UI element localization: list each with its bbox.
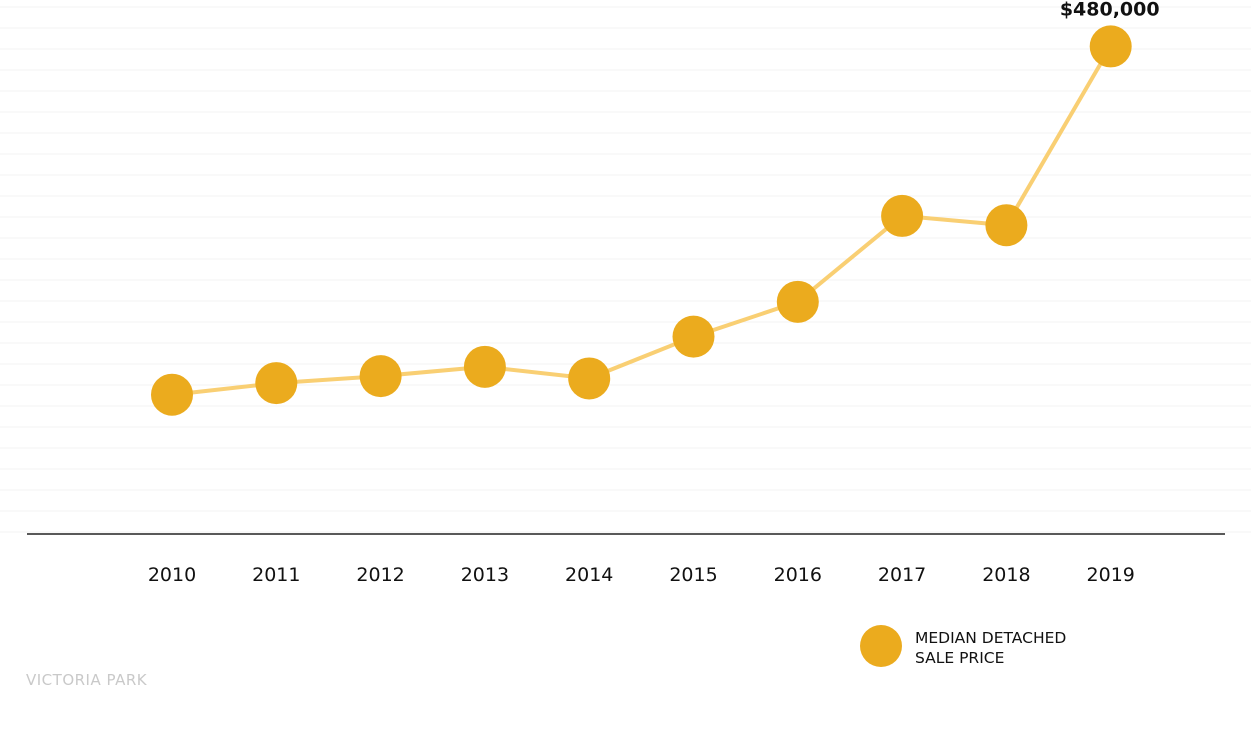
data-point-2016 <box>776 280 819 323</box>
gridlines <box>0 6 1251 533</box>
series-line <box>170 44 1113 397</box>
x-tick-label-2010: 2010 <box>148 564 196 586</box>
legend-label-line-1: MEDIAN DETACHED <box>915 629 1066 647</box>
watermark-label: VICTORIA PARK <box>26 671 148 689</box>
data-point-2010 <box>151 373 193 416</box>
data-point-2014 <box>568 357 611 400</box>
legend-marker <box>860 625 902 667</box>
data-point-2019 <box>1089 25 1132 68</box>
data-point-2013 <box>463 345 506 388</box>
x-tick-label-2018: 2018 <box>982 564 1030 586</box>
data-label-2019: $480,000 <box>1060 0 1160 20</box>
data-point-2017 <box>881 194 924 237</box>
data-points <box>151 25 1132 416</box>
x-tick-label-2016: 2016 <box>774 564 822 586</box>
x-tick-label-2015: 2015 <box>669 564 717 586</box>
x-tick-label-2017: 2017 <box>878 564 926 586</box>
x-tick-label-2019: 2019 <box>1087 564 1135 586</box>
data-point-2011 <box>255 362 298 405</box>
data-point-2015 <box>672 315 715 358</box>
x-tick-labels: 2010 2011 2012 2013 2014 2015 2016 2017 2018 2019 <box>148 564 1135 586</box>
x-tick-label-2012: 2012 <box>356 564 404 586</box>
x-tick-label-2011: 2011 <box>252 564 300 586</box>
legend-label-line-2: SALE PRICE <box>915 649 1004 667</box>
data-point-2012 <box>359 355 402 398</box>
x-tick-label-2013: 2013 <box>461 564 509 586</box>
annotations: $480,000 <box>1060 0 1160 20</box>
x-tick-label-2014: 2014 <box>565 564 613 586</box>
legend: MEDIAN DETACHED SALE PRICE <box>860 625 1066 667</box>
data-point-2018 <box>985 204 1028 247</box>
